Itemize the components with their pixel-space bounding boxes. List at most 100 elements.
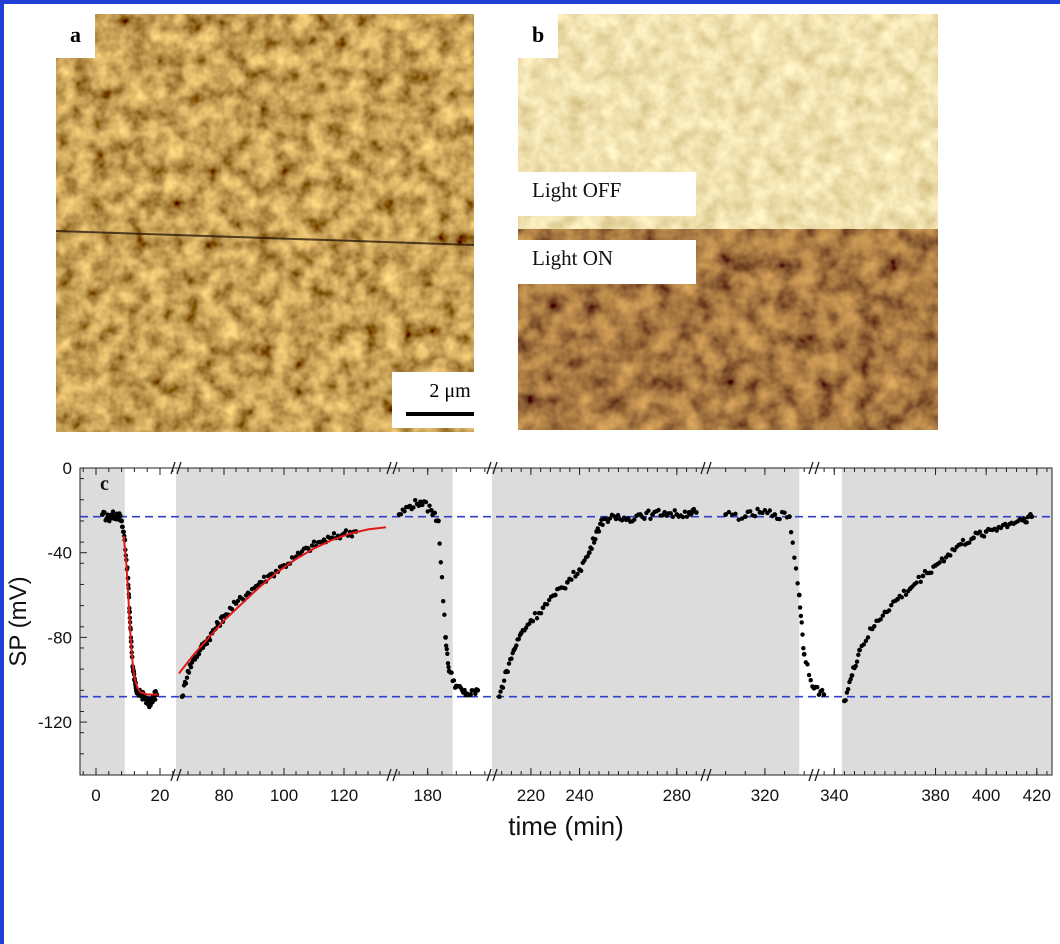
data-point [886, 608, 892, 613]
data-point [605, 519, 611, 525]
x-tick-label: 240 [565, 786, 593, 805]
data-point [755, 506, 760, 512]
data-point [427, 503, 432, 508]
data-point [514, 643, 519, 648]
data-point [432, 510, 438, 516]
data-point [795, 581, 800, 586]
data-point [662, 510, 668, 515]
scale-bar: 2 μm [392, 372, 474, 428]
data-point [530, 618, 536, 624]
panel-a-image: a 2 μm [56, 14, 474, 432]
data-point [343, 528, 349, 533]
data-point [188, 665, 194, 670]
data-point [901, 588, 907, 594]
data-point [509, 656, 514, 661]
axis-break [492, 461, 498, 475]
data-point [153, 697, 158, 702]
data-point [952, 547, 957, 553]
data-point [183, 681, 189, 686]
data-point [872, 624, 877, 629]
data-point [767, 508, 773, 513]
data-point [790, 540, 795, 545]
axis-break [492, 768, 498, 782]
data-point [442, 612, 447, 617]
data-point [229, 606, 235, 612]
data-point [309, 543, 315, 548]
data-point [777, 516, 782, 522]
axis-break [486, 461, 492, 475]
data-point [977, 529, 983, 534]
x-tick-label: 280 [663, 786, 691, 805]
data-point [920, 573, 926, 579]
axis-break [808, 461, 814, 475]
data-point [816, 692, 822, 697]
x-tick-label: 420 [1023, 786, 1051, 805]
x-tick-label: 220 [517, 786, 545, 805]
data-point [398, 512, 404, 517]
data-point [914, 580, 919, 585]
scale-bar-label: 2 μm [429, 380, 471, 402]
data-point [808, 677, 813, 683]
data-point [981, 534, 987, 539]
data-point [311, 539, 317, 544]
data-point [843, 698, 848, 703]
data-point [615, 512, 621, 518]
axis-break [814, 461, 820, 475]
data-point [110, 509, 116, 514]
light-off-region [492, 468, 706, 775]
data-point [889, 602, 894, 608]
data-point [420, 502, 425, 508]
data-point [600, 522, 605, 528]
data-point [726, 509, 732, 515]
data-point [569, 577, 574, 582]
data-point [235, 598, 241, 604]
data-point [994, 528, 999, 533]
data-point [1002, 521, 1008, 527]
data-point [792, 555, 797, 560]
data-point [762, 508, 768, 513]
data-point [496, 694, 502, 700]
data-point [591, 540, 597, 545]
data-point [475, 687, 481, 693]
data-point [413, 497, 418, 503]
data-point [540, 605, 546, 611]
x-tick-label: 20 [151, 786, 170, 805]
data-point [656, 507, 661, 513]
data-point [416, 503, 421, 509]
data-point [411, 505, 416, 510]
data-point [186, 670, 192, 675]
light-off-region [706, 468, 800, 775]
panel-b-texture [518, 14, 938, 430]
data-point [971, 535, 976, 541]
data-point [747, 509, 753, 514]
data-point [402, 509, 407, 514]
data-point [967, 540, 972, 545]
data-point [772, 512, 778, 517]
data-point [437, 541, 442, 546]
data-point [684, 514, 690, 519]
data-point [853, 663, 858, 669]
data-point [451, 678, 457, 683]
data-point [563, 586, 568, 591]
x-axis-label: time (min) [508, 811, 624, 841]
x-tick-label: 320 [751, 786, 779, 805]
data-point [632, 517, 637, 522]
data-point [723, 512, 729, 517]
data-point [445, 651, 450, 657]
data-point [854, 659, 860, 664]
data-point [801, 651, 807, 657]
data-point [733, 511, 738, 517]
axis-break [386, 768, 392, 782]
data-point [672, 508, 677, 513]
data-point [903, 592, 909, 597]
data-point [800, 632, 805, 637]
scale-bar-line [406, 412, 474, 416]
data-point [423, 499, 429, 505]
data-point [849, 673, 855, 678]
data-point [801, 646, 806, 651]
data-point [180, 693, 186, 698]
axis-break [814, 768, 820, 782]
data-point [204, 641, 210, 646]
data-point [805, 662, 810, 667]
x-tick-label: 380 [921, 786, 949, 805]
